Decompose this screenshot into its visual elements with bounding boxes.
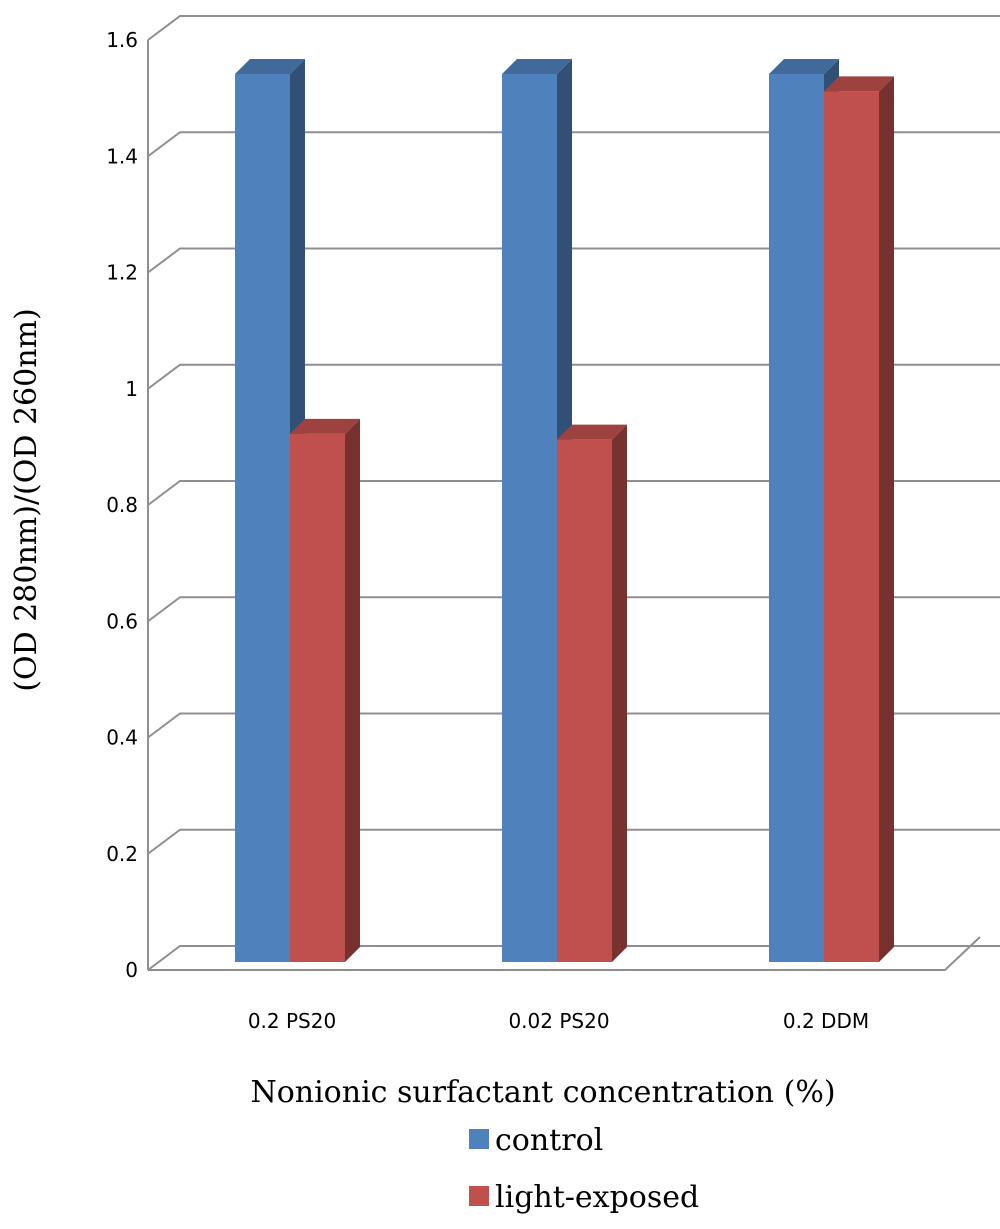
legend: control light-exposed — [469, 1123, 699, 1215]
gridline — [147, 480, 1000, 506]
y-tick-label: 0.4 — [106, 726, 138, 750]
bar-light-exposed-1 — [557, 424, 627, 962]
bar-side — [612, 424, 627, 962]
gridline — [147, 596, 1000, 623]
x-axis-title: Nonionic surfactant concentration (%) — [250, 1075, 835, 1110]
bar-front — [290, 433, 345, 962]
y-tick-label: 1.6 — [106, 28, 138, 52]
bar-top — [557, 424, 627, 440]
y-tick-label: 0.2 — [106, 842, 138, 866]
gridline — [147, 712, 1000, 739]
bars — [235, 59, 894, 963]
y-tick-label: 0 — [125, 958, 138, 982]
legend-label-light-exposed: light-exposed — [495, 1180, 699, 1215]
gridline — [147, 15, 1000, 41]
bar-side — [345, 418, 360, 962]
y-tick-label: 0.6 — [106, 609, 138, 633]
y-axis-title: (OD 280nm)/(OD 260nm) — [9, 308, 44, 691]
bar-light-exposed-0 — [290, 418, 360, 962]
x-tick-label: 0.2 DDM — [783, 1009, 869, 1033]
bar-front — [769, 74, 824, 962]
bar-front — [824, 91, 879, 963]
gridline — [147, 828, 1000, 855]
bar-side — [879, 76, 894, 963]
y-axis-ticks: 0 0.2 0.4 0.6 0.8 1 1.2 1.4 1.6 — [106, 28, 138, 982]
x-axis-ticks: 0.2 PS20 0.02 PS20 0.2 DDM — [248, 1009, 869, 1033]
bar-top — [824, 76, 894, 92]
gridline — [147, 131, 1000, 158]
y-tick-label: 1 — [125, 377, 138, 401]
floor-edge — [148, 936, 981, 971]
bar-top — [769, 59, 839, 74]
legend-label-control: control — [495, 1123, 603, 1158]
bar-top — [235, 59, 305, 74]
legend-swatch-light-exposed — [469, 1186, 489, 1206]
y-tick-label: 1.4 — [106, 144, 138, 168]
bar-light-exposed-2 — [824, 76, 894, 963]
gridline — [147, 363, 1000, 390]
bar-front — [235, 74, 290, 962]
gridlines — [147, 15, 1000, 971]
y-tick-label: 1.2 — [106, 261, 138, 285]
y-tick-label: 0.8 — [106, 493, 138, 517]
bar-top — [502, 59, 572, 74]
legend-swatch-control — [469, 1129, 489, 1149]
bar-front — [502, 74, 557, 962]
x-tick-label: 0.2 PS20 — [248, 1009, 336, 1033]
x-tick-label: 0.02 PS20 — [508, 1009, 609, 1033]
bar-front — [557, 439, 612, 962]
gridline — [147, 247, 1000, 274]
bar-top — [290, 418, 360, 434]
gridline — [147, 945, 1000, 971]
